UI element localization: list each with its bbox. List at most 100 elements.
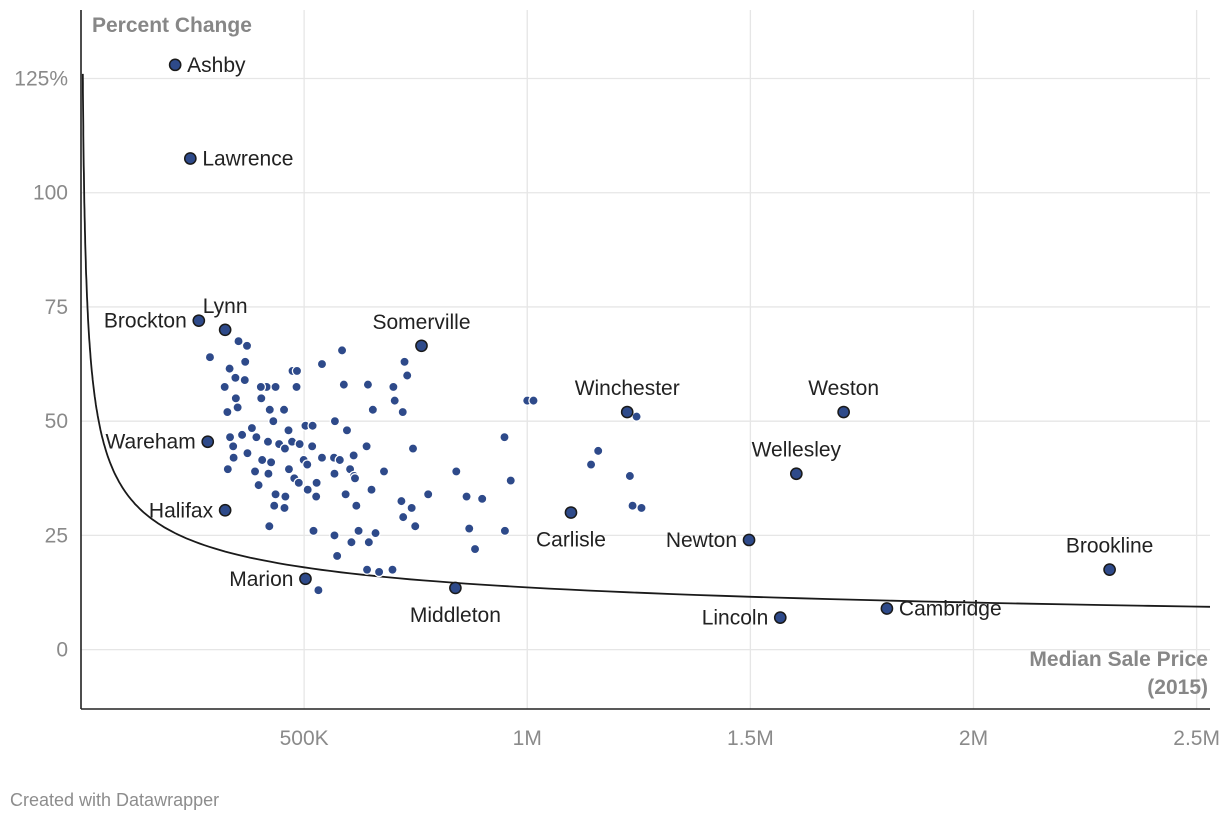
labeled-point: [773, 611, 787, 624]
data-point: [316, 452, 328, 463]
x-tick-label: 1M: [513, 727, 542, 750]
data-point: [361, 564, 373, 575]
data-point: [348, 450, 359, 461]
point-label: Newton: [666, 529, 737, 552]
point-label: Halifax: [149, 499, 214, 522]
labeled-point: [299, 572, 312, 586]
labeled-point: [192, 314, 206, 328]
x-tick-label: 2M: [959, 727, 988, 750]
labeled-point: [183, 152, 197, 165]
data-point: [624, 470, 636, 482]
data-point: [224, 363, 235, 374]
labeled-point: [168, 58, 182, 72]
data-point: [636, 502, 647, 514]
data-point: [329, 530, 340, 541]
point-label: Marion: [229, 568, 293, 591]
data-point: [627, 500, 638, 511]
point-label: Ashby: [187, 54, 246, 77]
data-point: [293, 477, 305, 489]
data-point: [279, 502, 290, 514]
labeled-point: [201, 435, 215, 449]
data-point: [367, 404, 379, 416]
data-point: [366, 484, 377, 495]
data-point: [264, 404, 276, 416]
point-label: Wellesley: [752, 439, 842, 462]
data-point: [334, 454, 346, 466]
data-point: [389, 395, 400, 406]
x-tick-label: 2.5M: [1173, 727, 1220, 750]
point-label: Middleton: [410, 604, 501, 627]
data-point: [341, 425, 353, 436]
point-label: Cambridge: [899, 597, 1002, 620]
data-point: [256, 393, 267, 404]
point-label: Lawrence: [202, 147, 293, 170]
data-point: [306, 441, 318, 452]
data-point: [407, 443, 419, 454]
data-point: [251, 431, 262, 443]
data-point: [388, 381, 399, 393]
data-point: [329, 468, 340, 479]
data-point: [336, 345, 348, 356]
data-point: [270, 381, 281, 393]
data-point: [331, 550, 343, 562]
data-point: [230, 372, 241, 384]
data-point: [227, 441, 239, 452]
data-point: [476, 493, 488, 505]
data-point: [338, 379, 350, 390]
datawrapper-credit[interactable]: Created with Datawrapper: [10, 790, 220, 810]
data-point: [246, 422, 258, 434]
data-point: [463, 523, 475, 534]
data-point: [631, 411, 642, 422]
data-point: [224, 431, 236, 443]
data-point: [268, 415, 279, 427]
x-axis-title-line-2: (2015): [1147, 676, 1208, 699]
data-point: [316, 358, 328, 370]
data-point: [499, 431, 510, 443]
x-axis-title-line-1: Median Sale Price: [1029, 648, 1208, 671]
data-point: [311, 477, 322, 489]
data-point: [241, 340, 253, 352]
data-point: [253, 479, 264, 491]
data-point: [232, 402, 243, 413]
data-point: [222, 406, 233, 418]
data-point: [313, 584, 324, 596]
data-point: [461, 491, 472, 502]
data-point: [310, 491, 322, 502]
data-point: [239, 374, 251, 386]
data-point: [409, 521, 421, 532]
data-point: [387, 564, 398, 575]
data-point: [373, 566, 385, 578]
data-point: [397, 511, 409, 523]
data-point: [370, 527, 381, 539]
data-point: [396, 495, 407, 507]
data-point: [399, 356, 410, 368]
data-point: [222, 463, 234, 475]
labeled-point: [620, 405, 634, 419]
data-point: [256, 454, 268, 466]
data-point: [268, 500, 280, 511]
point-label: Brockton: [104, 310, 187, 333]
y-tick-label: 25: [45, 524, 68, 547]
trend-line: [81, 73, 1211, 608]
data-point: [219, 381, 230, 393]
data-point: [301, 459, 313, 470]
data-point: [204, 351, 216, 363]
data-point: [291, 381, 302, 393]
data-point: [362, 379, 374, 390]
data-point: [585, 459, 597, 470]
labeled-point: [742, 533, 756, 547]
data-point: [255, 381, 267, 393]
data-point: [592, 445, 604, 457]
x-axis-ticks: 500K 1M 1.5M 2M 2.5M: [280, 727, 1220, 750]
data-point: [329, 415, 341, 427]
x-tick-label: 500K: [280, 727, 329, 750]
data-point: [242, 447, 253, 459]
data-point: [378, 466, 390, 477]
labeled-point: [1103, 563, 1116, 577]
y-tick-label: 100: [33, 182, 68, 205]
data-points: [204, 335, 647, 596]
data-point: [262, 436, 274, 447]
data-point: [278, 404, 290, 416]
data-point: [239, 356, 251, 368]
